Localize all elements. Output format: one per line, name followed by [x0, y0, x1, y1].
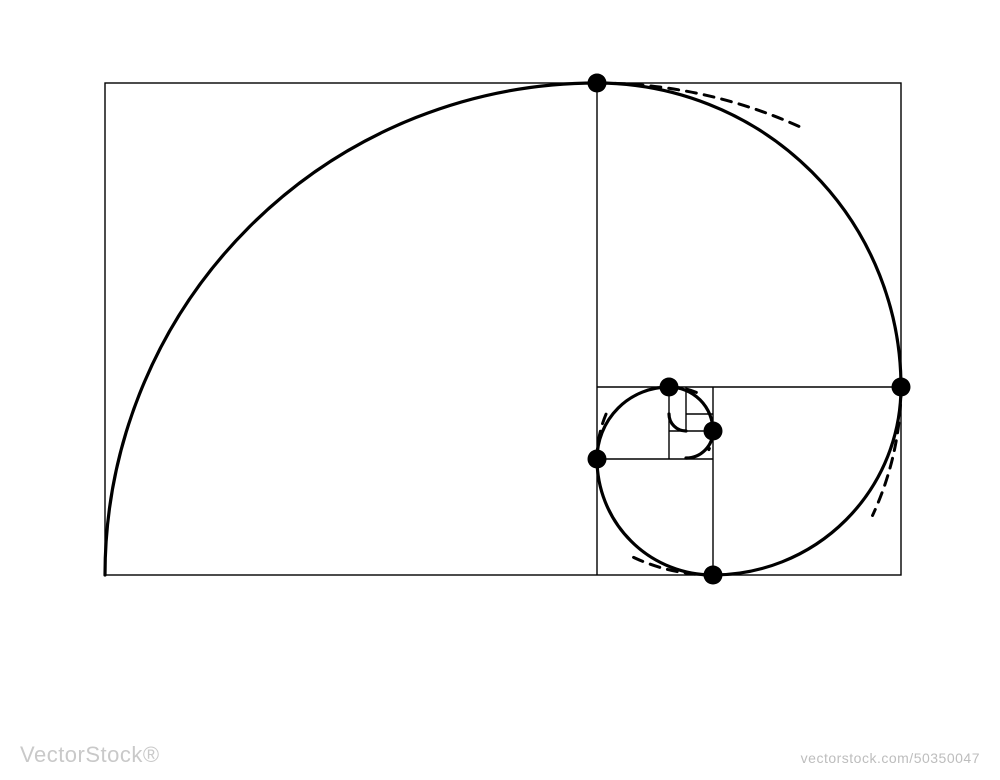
- spiral-arc-7: [669, 414, 686, 431]
- junction-dot-4: [660, 378, 679, 397]
- dashed-arc-1: [873, 387, 901, 515]
- outer-rectangle: [105, 83, 901, 575]
- spiral-arc-3: [597, 459, 713, 575]
- image-id-text: vectorstock.com/50350047: [801, 750, 980, 766]
- spiral-arc-4: [597, 387, 669, 459]
- junction-dot-5: [704, 422, 723, 441]
- junction-dot-2: [704, 566, 723, 585]
- junction-dot-0: [588, 74, 607, 93]
- dashed-arc-2: [634, 557, 713, 575]
- junction-dot-3: [588, 450, 607, 469]
- dashed-arc-0: [597, 83, 805, 129]
- junction-dot-1: [892, 378, 911, 397]
- watermark-text: VectorStock®: [20, 742, 160, 768]
- spiral-arc-1: [597, 83, 901, 387]
- spiral-arc-0: [105, 83, 597, 575]
- golden-ratio-diagram: [0, 0, 1000, 780]
- spiral-arc-2: [713, 387, 901, 575]
